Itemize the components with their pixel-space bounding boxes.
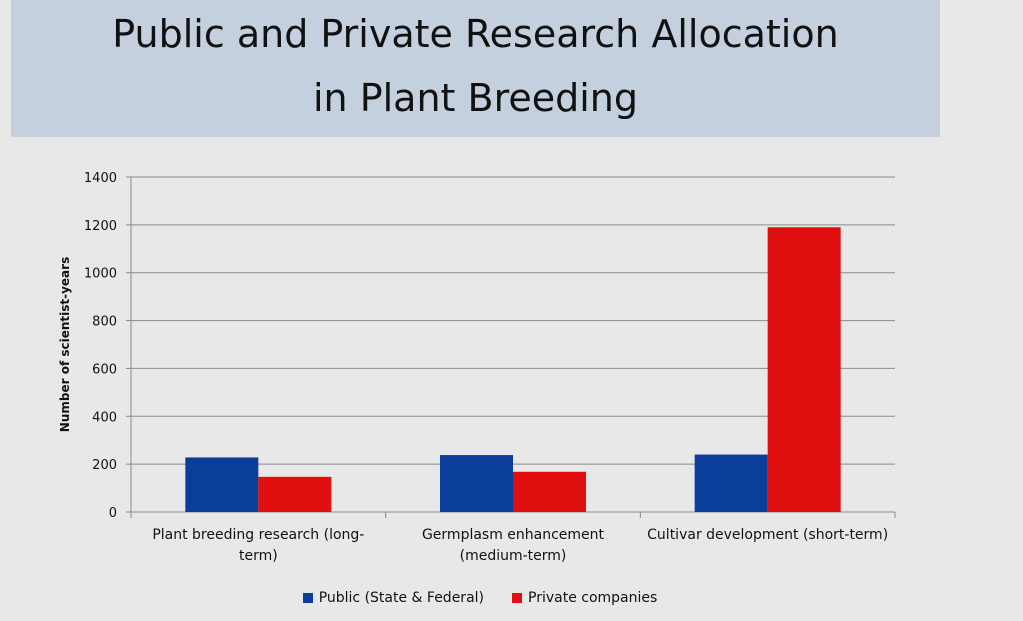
bar-private bbox=[767, 227, 841, 512]
x-category-label: Plant breeding research (long- bbox=[152, 527, 364, 543]
title-band: Public and Private Research Allocation i… bbox=[11, 0, 940, 137]
y-tick-label: 200 bbox=[92, 458, 117, 473]
legend-swatch-public bbox=[302, 593, 313, 603]
bar-public bbox=[694, 454, 768, 512]
y-tick-label: 1000 bbox=[84, 267, 117, 282]
y-tick-label: 1400 bbox=[84, 171, 117, 186]
legend-swatch-private bbox=[512, 593, 522, 603]
legend-label-private: Private companies bbox=[528, 590, 658, 606]
bar-public bbox=[440, 455, 513, 512]
legend-item-public: Public (State & Federal) bbox=[302, 590, 484, 606]
legend: Public (State & Federal) Private compani… bbox=[0, 590, 960, 606]
legend-label-public: Public (State & Federal) bbox=[318, 590, 484, 606]
y-axis-title: Number of scientist-years bbox=[58, 257, 72, 432]
x-category-label: (medium-term) bbox=[460, 548, 567, 564]
legend-item-private: Private companies bbox=[512, 590, 657, 606]
y-tick-label: 1200 bbox=[84, 219, 117, 234]
bar-private bbox=[513, 471, 586, 512]
chart-title-line-1: Public and Private Research Allocation bbox=[112, 12, 839, 56]
bar-public bbox=[185, 457, 259, 512]
chart-title-line-2: in Plant Breeding bbox=[312, 76, 639, 120]
y-tick-label: 800 bbox=[92, 315, 117, 330]
y-tick-label: 0 bbox=[109, 506, 117, 521]
bar-private bbox=[258, 476, 332, 512]
x-category-label: Cultivar development (short-term) bbox=[647, 527, 888, 543]
x-category-label: term) bbox=[239, 548, 278, 564]
y-tick-label: 600 bbox=[92, 362, 117, 377]
y-tick-label: 400 bbox=[92, 410, 117, 425]
x-category-label: Germplasm enhancement bbox=[422, 527, 605, 543]
